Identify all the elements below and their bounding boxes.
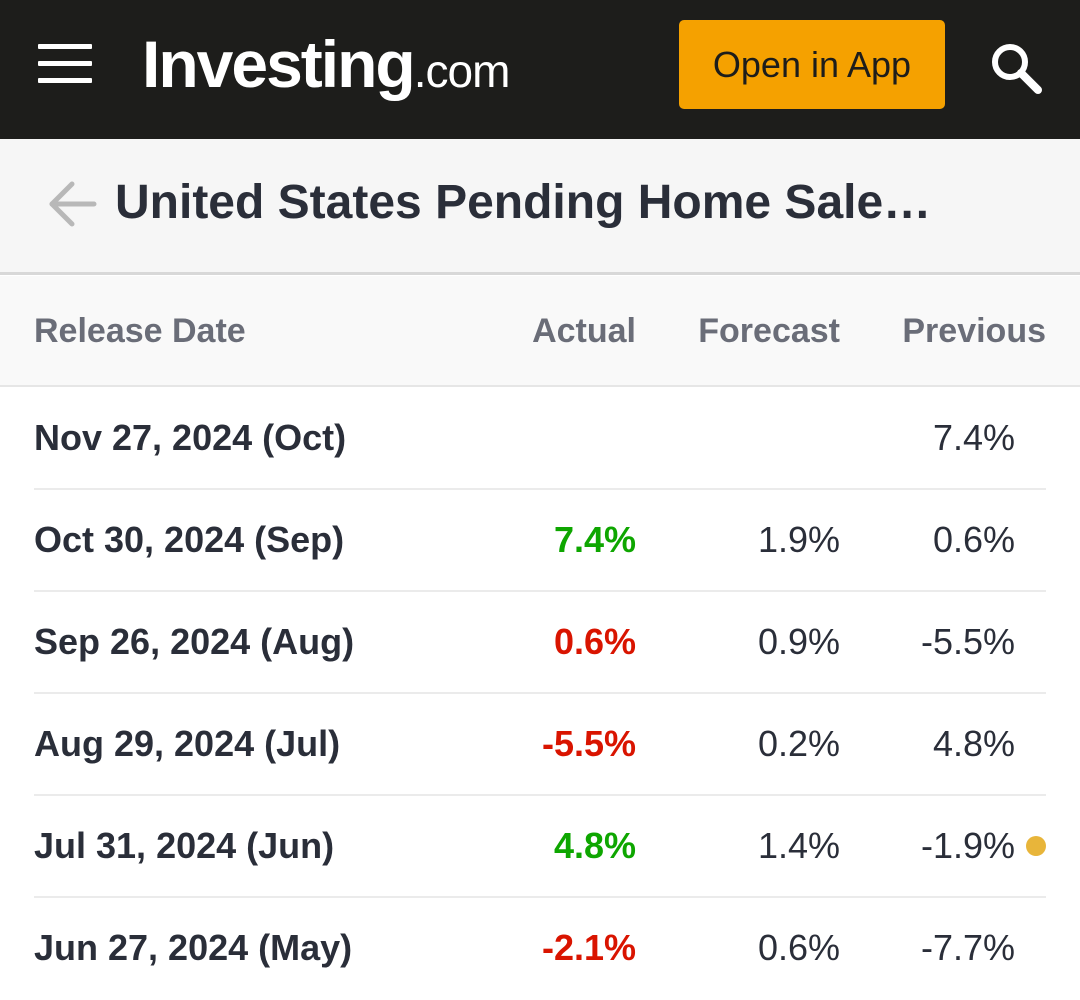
hamburger-line [38, 44, 92, 49]
table-row[interactable]: Sep 26, 2024 (Aug) 0.6% 0.9% -5.5% [0, 592, 1080, 694]
hamburger-line [38, 61, 92, 66]
release-date-cell: Jul 31, 2024 (Jun) [34, 825, 335, 866]
previous-cell: -7.7% [920, 927, 1015, 968]
previous-cell: 0.6% [932, 519, 1015, 560]
actual-cell: 0.6% [553, 621, 636, 662]
actual-cell: -5.5% [541, 723, 636, 764]
hamburger-menu-icon[interactable] [38, 44, 92, 84]
table-row[interactable]: Jun 27, 2024 (May) -2.1% 0.6% -7.7% [0, 898, 1080, 1000]
previous-cell: 7.4% [932, 417, 1015, 458]
release-date-cell: Aug 29, 2024 (Jul) [34, 723, 341, 764]
hamburger-line [38, 78, 92, 83]
table-row[interactable]: Oct 30, 2024 (Sep) 7.4% 1.9% 0.6% [0, 490, 1080, 592]
release-date-cell: Nov 27, 2024 (Oct) [34, 417, 347, 458]
forecast-cell: 0.6% [757, 927, 840, 968]
actual-cell: 7.4% [553, 519, 636, 560]
page-title-bar [0, 139, 1080, 275]
release-history-table: Nov 27, 2024 (Oct) 7.4% Oct 30, 2024 (Se… [0, 388, 1080, 1000]
forecast-cell: 0.2% [757, 723, 840, 764]
column-header-release-date: Release Date [34, 312, 246, 350]
previous-cell: 4.8% [932, 723, 1015, 764]
open-in-app-button[interactable]: Open in App [679, 20, 945, 109]
release-date-cell: Oct 30, 2024 (Sep) [34, 519, 345, 560]
forecast-cell: 1.4% [757, 825, 840, 866]
revised-dot-icon[interactable] [1026, 836, 1046, 856]
search-icon[interactable] [986, 38, 1044, 96]
logo-suffix: .com [413, 45, 511, 97]
actual-cell: -2.1% [541, 927, 636, 968]
table-row[interactable]: Aug 29, 2024 (Jul) -5.5% 0.2% 4.8% [0, 694, 1080, 796]
previous-cell: -5.5% [920, 621, 1015, 662]
investing-logo[interactable]: Investing.com [142, 24, 511, 104]
logo-wordmark: Investing [142, 27, 416, 101]
back-arrow-icon[interactable] [44, 176, 100, 232]
forecast-cell: 0.9% [757, 621, 840, 662]
previous-cell: -1.9% [920, 825, 1015, 866]
page-title: United States Pending Home Sale… [115, 176, 932, 229]
actual-cell: 4.8% [553, 825, 636, 866]
column-header-previous: Previous [902, 312, 1046, 350]
table-row[interactable]: Nov 27, 2024 (Oct) 7.4% [0, 388, 1080, 490]
forecast-cell: 1.9% [757, 519, 840, 560]
release-date-cell: Jun 27, 2024 (May) [34, 927, 353, 968]
release-date-cell: Sep 26, 2024 (Aug) [34, 621, 355, 662]
table-row[interactable]: Jul 31, 2024 (Jun) 4.8% 1.4% -1.9% [0, 796, 1080, 898]
column-header-forecast: Forecast [698, 312, 840, 350]
table-header [0, 276, 1080, 387]
column-header-actual: Actual [532, 312, 636, 350]
